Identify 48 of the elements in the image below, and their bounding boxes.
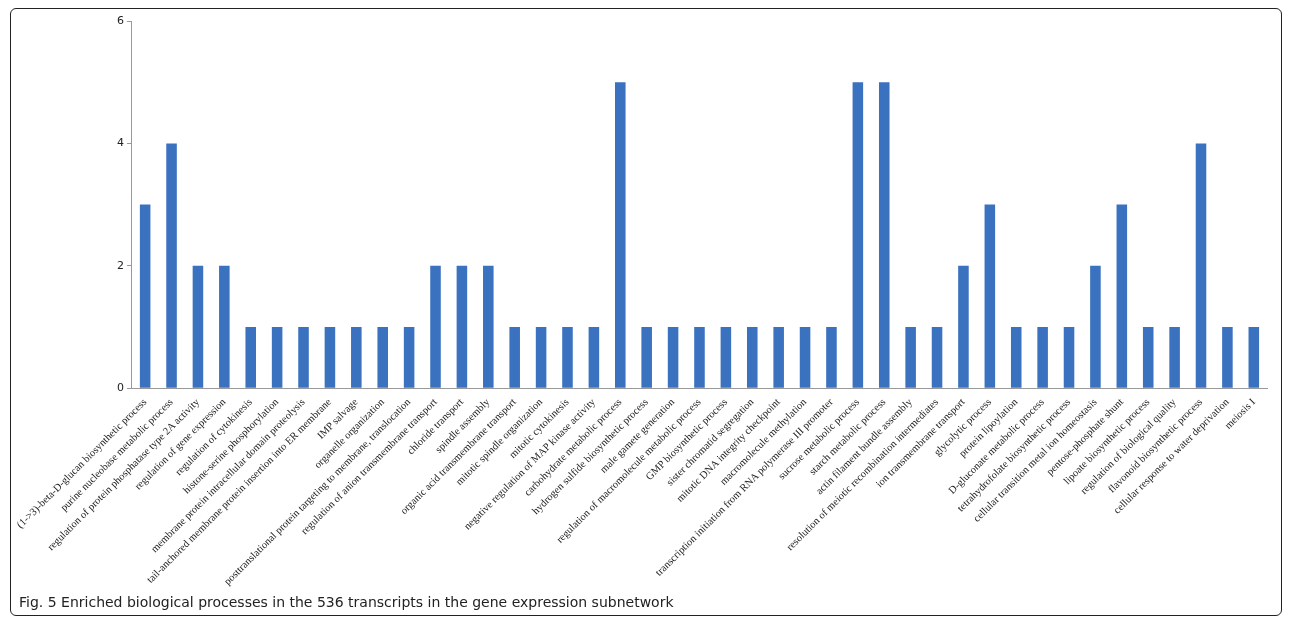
bar	[403, 326, 415, 388]
bar	[139, 204, 151, 388]
bar	[509, 326, 520, 388]
bar	[1248, 326, 1260, 388]
bar	[1010, 326, 1022, 388]
bar	[1142, 326, 1154, 388]
y-tick-label: 0	[116, 381, 124, 394]
bar	[271, 326, 283, 388]
y-tick-label: 6	[116, 13, 124, 27]
bar	[773, 326, 784, 388]
bar	[562, 326, 573, 388]
bar	[456, 265, 468, 388]
bar	[799, 326, 811, 388]
y-tick-label: 2	[116, 258, 124, 272]
bar	[958, 265, 969, 388]
bar	[1090, 265, 1101, 388]
bar	[298, 326, 309, 388]
bar	[430, 265, 441, 388]
bar	[1222, 326, 1233, 388]
bar	[694, 326, 705, 388]
caption: Fig. 5 Enriched biological processes in the 536 transcripts in the gene expression subnetwork	[19, 594, 674, 610]
bar	[852, 82, 864, 388]
bar	[984, 204, 996, 388]
bar	[826, 326, 837, 388]
bar	[931, 326, 943, 388]
bar	[720, 326, 732, 388]
bar	[615, 82, 626, 388]
bar	[192, 265, 204, 388]
bar	[746, 326, 758, 388]
bar	[667, 326, 679, 388]
bar	[1037, 326, 1048, 388]
bar	[1063, 326, 1075, 388]
bar	[324, 326, 336, 388]
bar	[905, 326, 916, 388]
bar	[166, 143, 177, 388]
bar	[1169, 326, 1180, 388]
bar	[483, 265, 494, 388]
bar	[1116, 204, 1128, 388]
bar	[377, 326, 388, 388]
bar	[351, 326, 362, 388]
bar	[878, 82, 890, 388]
bar	[535, 326, 547, 388]
y-tick-label: 4	[116, 136, 124, 150]
bar	[219, 265, 230, 388]
bar	[641, 326, 652, 388]
bar	[245, 326, 257, 388]
bar	[1195, 143, 1207, 388]
bar	[588, 326, 600, 388]
